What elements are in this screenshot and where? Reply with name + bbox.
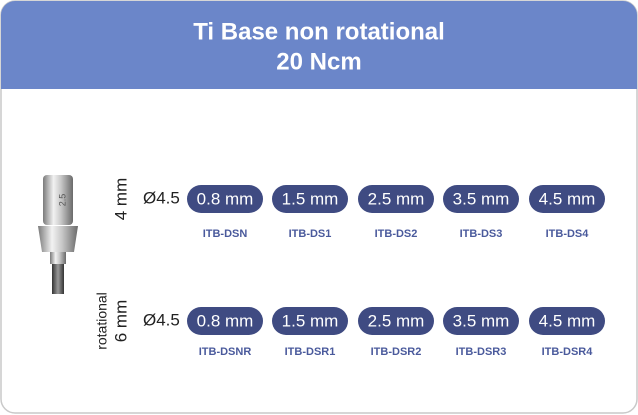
size-pill bbox=[529, 185, 605, 213]
product-code: ITB-DS4 bbox=[546, 228, 590, 240]
size-label: 1.5 mm bbox=[282, 311, 339, 330]
side-label: 4 mm bbox=[111, 178, 130, 221]
product-code: ITB-DSNR bbox=[199, 346, 252, 358]
product-code: ITB-DS3 bbox=[460, 228, 503, 240]
size-pill bbox=[443, 307, 519, 335]
size-pill bbox=[358, 185, 434, 213]
size-label: 4.5 mm bbox=[539, 189, 596, 208]
image-label: 2.5 bbox=[57, 194, 67, 207]
size-pill bbox=[443, 185, 519, 213]
header-band bbox=[1, 1, 637, 89]
product-code: ITB-DSR4 bbox=[542, 346, 594, 358]
size-pill bbox=[272, 185, 348, 213]
size-label: 4.5 mm bbox=[539, 311, 596, 330]
abutment-image: 2.5 bbox=[38, 175, 78, 294]
product-code: ITB-DS2 bbox=[375, 228, 418, 240]
size-label: 0.8 mm bbox=[197, 189, 254, 208]
product-code: ITB-DSN bbox=[203, 228, 248, 240]
product-code: ITB-DS1 bbox=[289, 228, 332, 240]
size-pill bbox=[187, 307, 263, 335]
size-pill bbox=[529, 307, 605, 335]
size-label: 1.5 mm bbox=[282, 189, 339, 208]
size-label: 3.5 mm bbox=[453, 311, 510, 330]
size-label: 2.5 mm bbox=[368, 311, 425, 330]
size-pill bbox=[272, 307, 348, 335]
product-code: ITB-DSR1 bbox=[285, 346, 336, 358]
size-label: 2.5 mm bbox=[368, 189, 425, 208]
product-code: ITB-DSR3 bbox=[456, 346, 507, 358]
header-title: Ti Base non rotational bbox=[193, 18, 445, 45]
size-label: 3.5 mm bbox=[453, 189, 510, 208]
side-label: rotational bbox=[94, 292, 110, 350]
header-subtitle: 20 Ncm bbox=[276, 48, 361, 75]
size-pill bbox=[187, 185, 263, 213]
size-pill bbox=[358, 307, 434, 335]
product-code: ITB-DSR2 bbox=[371, 346, 422, 358]
size-label: 0.8 mm bbox=[197, 311, 254, 330]
diameter-label: Ø4.5 bbox=[143, 310, 180, 329]
side-label: 6 mm bbox=[111, 300, 130, 343]
diameter-label: Ø4.5 bbox=[143, 188, 180, 207]
